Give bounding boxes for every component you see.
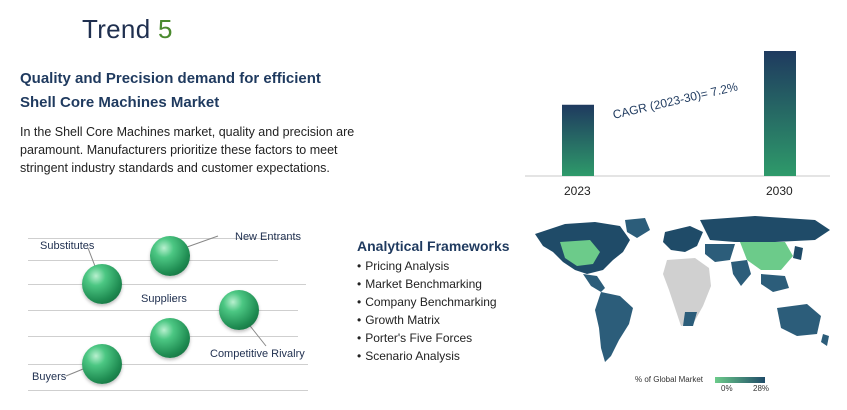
new-entrants-label: New Entrants — [235, 231, 302, 243]
central-america-region — [583, 274, 605, 292]
middle-east-region — [705, 244, 735, 262]
south-america-region — [595, 292, 633, 362]
framework-item: Scenario Analysis — [357, 347, 532, 365]
world-map-svg — [535, 216, 830, 362]
map-legend-label: % of Global Market — [635, 375, 704, 384]
framework-item: Market Benchmarking — [357, 275, 532, 293]
usa-region — [560, 240, 600, 266]
divider-line — [28, 364, 308, 365]
analytical-frameworks: Analytical Frameworks Pricing Analysis M… — [357, 238, 532, 365]
divider-line — [28, 390, 308, 391]
frameworks-title: Analytical Frameworks — [357, 238, 510, 254]
buyers-sphere — [82, 344, 122, 384]
competitive-rivalry-sphere — [150, 318, 190, 358]
africa-region — [663, 258, 711, 326]
southeast-asia-region — [761, 274, 789, 292]
japan-region — [793, 246, 803, 260]
framework-item: Porter's Five Forces — [357, 329, 532, 347]
divider-line — [28, 284, 306, 285]
x-tick-label: 2023 — [564, 184, 591, 198]
india-region — [731, 260, 751, 286]
substitutes-sphere — [82, 264, 122, 304]
new-zealand-region — [821, 334, 829, 346]
trend-number: 5 — [158, 14, 173, 44]
framework-item: Company Benchmarking — [357, 293, 532, 311]
divider-line — [28, 310, 298, 311]
australia-region — [777, 304, 821, 336]
body-text: In the Shell Core Machines market, quali… — [20, 125, 355, 175]
new-entrants-sphere — [150, 236, 190, 276]
map-legend-min: 0% — [721, 384, 733, 393]
suppliers-label: Suppliers — [141, 293, 187, 305]
greenland-region — [625, 218, 650, 238]
five-forces-graphic: Substitutes New Entrants Suppliers Compe… — [28, 222, 313, 394]
russia-region — [700, 216, 830, 242]
suppliers-sphere — [219, 290, 259, 330]
bar-2030 — [764, 51, 796, 176]
frameworks-list: Pricing Analysis Market Benchmarking Com… — [357, 257, 532, 365]
substitutes-label: Substitutes — [40, 240, 95, 252]
buyers-label: Buyers — [32, 371, 67, 383]
trend-word: Trend — [82, 14, 151, 44]
competitive-rivalry-label: Competitive Rivalry — [210, 348, 305, 360]
x-tick-label: 2030 — [766, 184, 793, 198]
trend-title: Trend 5 — [82, 14, 173, 45]
bar-chart: CAGR (2023-30)= 7.2% 2023 2030 — [525, 30, 830, 200]
bar-2023 — [562, 104, 594, 176]
map-legend-scale — [715, 377, 765, 383]
bar-chart-svg — [525, 51, 830, 177]
south-africa-region — [683, 312, 697, 326]
china-region — [740, 242, 793, 270]
headline: Quality and Precision demand for efficie… — [20, 70, 321, 111]
map-legend-max: 28% — [753, 384, 770, 393]
europe-region — [663, 226, 703, 252]
framework-item: Pricing Analysis — [357, 257, 532, 275]
framework-item: Growth Matrix — [357, 311, 532, 329]
world-map: % of Global Market 0% 28% — [525, 212, 840, 402]
